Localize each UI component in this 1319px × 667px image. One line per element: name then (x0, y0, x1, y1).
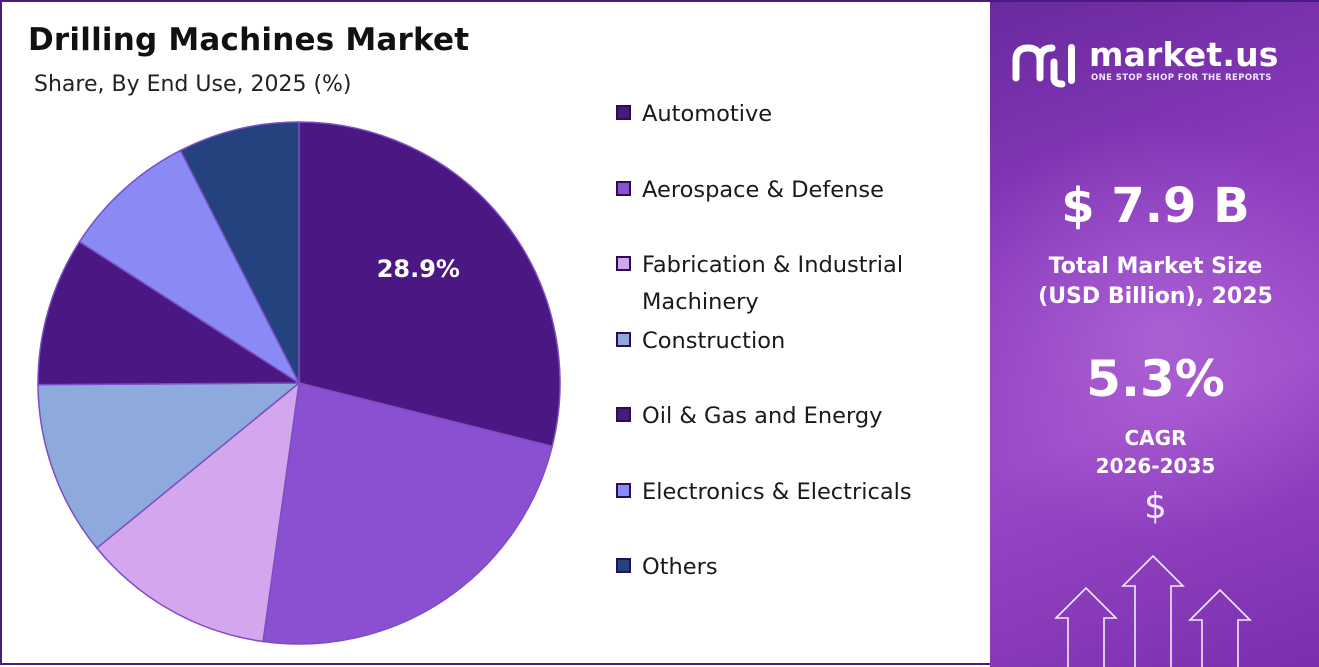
chart-panel: Drilling Machines Market Share, By End U… (2, 2, 990, 667)
pie-slice-electronics-and-electricals (78, 149, 301, 386)
legend-label: Others (642, 554, 718, 580)
market-us-logo-icon (1012, 44, 1075, 88)
cagr-label: CAGR 2026-2035 (990, 424, 1319, 480)
data-label-automotive: 28.9% (377, 255, 460, 283)
legend-label: Electronics & Electricals (642, 478, 912, 505)
legend-swatch (616, 105, 631, 120)
market-size-label: Total Market Size (USD Billion), 2025 (990, 252, 1319, 312)
legend-item-electronics-and-electricals: Electronics & Electricals (614, 474, 974, 510)
pie-slice-construction (37, 382, 302, 550)
legend-swatch (616, 180, 631, 196)
background-glow (990, 122, 1319, 542)
legend-label: Automotive (642, 101, 773, 127)
pie-slice-oil-and-gas-and-energy (37, 240, 302, 386)
summary-panel: market.us ONE STOP SHOP FOR THE REPORTS … (990, 2, 1319, 667)
cagr-label-line1: CAGR (1124, 426, 1187, 450)
pie-slice-fabrication-and-industrial-machinery (95, 381, 301, 643)
legend-swatch (616, 256, 631, 271)
growth-arrow-right-icon (1188, 588, 1252, 667)
pie-slice-aerospace-and-defense (262, 382, 554, 645)
brand-name: market.us (1089, 35, 1279, 74)
legend-item-fabrication-and-industrial-machinery: Fabrication & Industrial Machinery (614, 247, 974, 315)
legend-label: Fabrication & Industrial Machinery (642, 252, 904, 315)
cagr-value: 5.3% (1086, 350, 1225, 408)
legend-label: Aerospace & Defense (642, 176, 884, 203)
pie-chart: 28.9% (37, 121, 561, 645)
legend-item-others: Others (614, 549, 974, 585)
dollar-icon: $ (1144, 486, 1167, 527)
legend-item-automotive: Automotive (614, 96, 974, 132)
pie-slice-others (179, 121, 300, 384)
legend-swatch (616, 558, 631, 573)
market-size-label-line2: (USD Billion), 2025 (1038, 284, 1273, 309)
chart-subtitle: Share, By End Use, 2025 (%) (34, 72, 352, 97)
pie-slice-automotive (298, 121, 561, 448)
legend-label: Construction (642, 327, 786, 354)
growth-arrow-middle-icon (1121, 554, 1185, 667)
cagr-label-line2: 2026-2035 (1095, 454, 1216, 478)
legend-swatch (616, 331, 631, 347)
legend-swatch (616, 482, 631, 498)
brand-tagline: ONE STOP SHOP FOR THE REPORTS (1091, 73, 1272, 83)
legend-label: Oil & Gas and Energy (642, 403, 883, 429)
growth-arrows-icon (1054, 554, 1252, 667)
chart-title: Drilling Machines Market (28, 22, 470, 58)
legend-swatch (616, 407, 631, 422)
market-size-value: $ 7.9 B (1061, 178, 1250, 234)
growth-arrow-left-icon (1054, 586, 1118, 667)
legend-item-oil-and-gas-and-energy: Oil & Gas and Energy (614, 398, 974, 434)
legend-item-aerospace-and-defense: Aerospace & Defense (614, 172, 974, 208)
market-size-label-line1: Total Market Size (1048, 254, 1263, 279)
legend-item-construction: Construction (614, 323, 974, 359)
